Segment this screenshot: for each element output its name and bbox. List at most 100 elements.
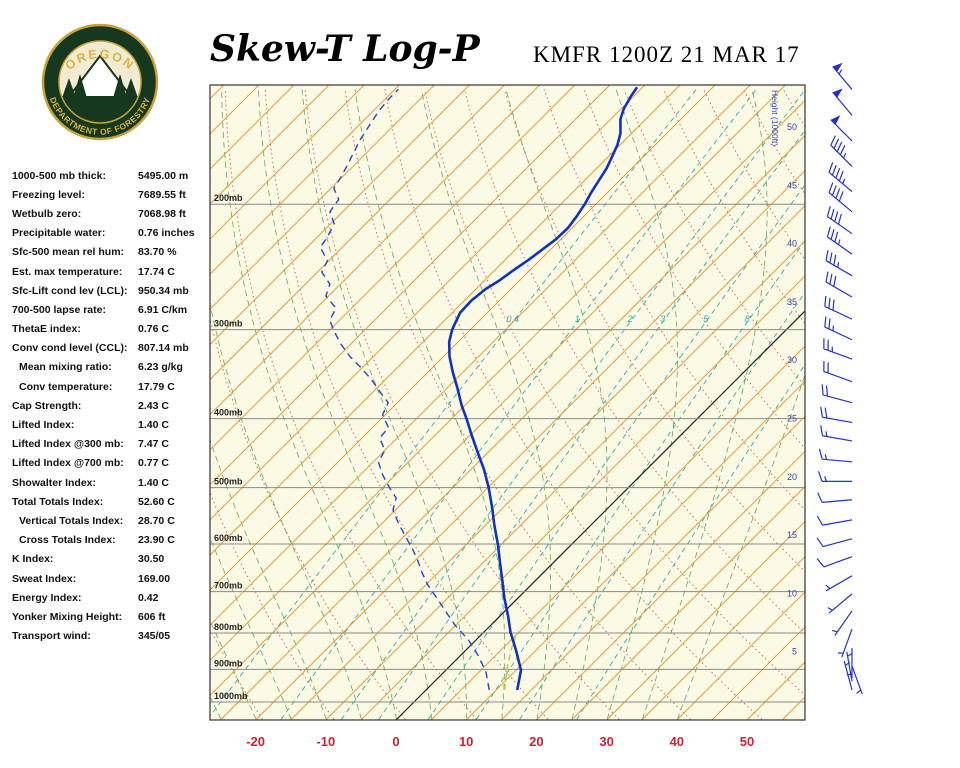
mixing-ratio-labels: 0.4 1 2 3 5 8	[506, 314, 749, 324]
indices-panel: 1000-500 mb thick: 5495.00 m Freezing leve…	[12, 166, 212, 646]
svg-text:1: 1	[575, 314, 580, 324]
svg-text:50: 50	[787, 122, 797, 132]
temperature-trace	[447, 86, 639, 691]
svg-text:8: 8	[745, 314, 750, 324]
index-label: Total Totals Index:	[12, 495, 104, 508]
index-value: 606 ft	[138, 610, 166, 623]
odf-logo: OREGON DEPARTMENT OF FORESTRY	[41, 23, 159, 141]
index-label: Vertical Totals Index:	[19, 514, 124, 527]
svg-text:5: 5	[792, 647, 797, 657]
index-row: Lifted Index @700 mb: 0.77 C	[12, 454, 212, 473]
index-value: 345/05	[138, 630, 171, 643]
index-label: Sfc-Lift cond lev (LCL):	[12, 284, 128, 297]
index-row: Cross Totals Index: 23.90 C	[12, 531, 212, 550]
tree-icon	[124, 78, 138, 98]
svg-text:30: 30	[599, 734, 613, 749]
station-datetime: KMFR 1200Z 21 MAR 17	[533, 42, 800, 67]
index-label: Conv temperature:	[19, 380, 113, 393]
svg-text:800mb: 800mb	[214, 622, 243, 632]
index-value: 28.70 C	[138, 514, 175, 527]
index-value: 7.47 C	[138, 438, 169, 451]
svg-text:10: 10	[787, 588, 797, 598]
index-row: Precipitable water: 0.76 inches	[12, 224, 212, 243]
index-value: 0.76 C	[138, 323, 169, 336]
svg-text:40: 40	[787, 239, 797, 249]
index-value: 169.00	[138, 572, 171, 585]
index-label: Freezing level:	[12, 188, 85, 201]
svg-text:40: 40	[670, 734, 684, 749]
index-label: Sfc-500 mean rel hum:	[12, 246, 125, 259]
temp-axis-labels: -20 -10 0 10 20 30 40 50	[246, 734, 754, 749]
svg-text:0: 0	[392, 734, 399, 749]
tree-icon	[62, 78, 76, 98]
index-row: Lifted Index: 1.40 C	[12, 415, 212, 434]
index-value: 7689.55 ft	[138, 188, 186, 201]
svg-text:0.4: 0.4	[506, 314, 519, 324]
svg-text:50: 50	[740, 734, 754, 749]
index-value: 807.14 mb	[138, 342, 189, 355]
index-value: 0.42	[138, 591, 159, 604]
index-row: Lifted Index @300 mb: 7.47 C	[12, 435, 212, 454]
index-label: Sweat Index:	[12, 572, 77, 585]
index-value: 30.50	[138, 553, 165, 566]
index-label: Cross Totals Index:	[19, 534, 116, 547]
wind-barbs	[816, 62, 863, 695]
svg-text:25: 25	[787, 414, 797, 424]
height-axis-title: Height (1000ft)	[770, 90, 780, 146]
index-value: 950.34 mb	[138, 284, 189, 297]
index-row: Est. max temperature: 17.74 C	[12, 262, 212, 281]
index-label: ThetaE index:	[12, 323, 81, 336]
index-label: Lifted Index @300 mb:	[12, 438, 124, 451]
svg-text:15: 15	[787, 530, 797, 540]
index-value: 17.79 C	[138, 380, 175, 393]
svg-text:-10: -10	[316, 734, 335, 749]
svg-text:30: 30	[787, 355, 797, 365]
parcel-trace	[503, 635, 517, 691]
index-row: 1000-500 mb thick: 5495.00 m	[12, 166, 212, 185]
svg-text:5: 5	[703, 314, 709, 324]
tree-icon	[73, 74, 87, 98]
index-row: Conv temperature: 17.79 C	[12, 377, 212, 396]
svg-text:400mb: 400mb	[214, 408, 243, 418]
index-row: Wetbulb zero: 7068.98 ft	[12, 204, 212, 223]
index-row: 700-500 lapse rate: 6.91 C/km	[12, 300, 212, 319]
plot-area: 0.4 1 2 3 5 8	[210, 85, 805, 720]
index-row: Freezing level: 7689.55 ft	[12, 185, 212, 204]
index-row: Sfc-Lift cond lev (LCL): 950.34 mb	[12, 281, 212, 300]
index-row: Total Totals Index: 52.60 C	[12, 492, 212, 511]
index-value: 23.90 C	[138, 534, 175, 547]
svg-text:1000mb: 1000mb	[214, 691, 248, 701]
index-row: Vertical Totals Index: 28.70 C	[12, 511, 212, 530]
svg-text:20: 20	[529, 734, 543, 749]
index-row: Conv cond level (CCL): 807.14 mb	[12, 339, 212, 358]
index-row: Yonker Mixing Height: 606 ft	[12, 607, 212, 626]
svg-text:3: 3	[660, 314, 665, 324]
tree-icon	[113, 74, 127, 98]
index-value: 0.76 inches	[138, 227, 195, 240]
plot-border	[209, 84, 806, 721]
svg-text:35: 35	[787, 297, 797, 307]
index-value: 6.91 C/km	[138, 303, 188, 316]
index-row: Mean mixing ratio: 6.23 g/kg	[12, 358, 212, 377]
zero-isotherm	[395, 310, 805, 720]
plot-background	[210, 85, 805, 720]
index-row: Showalter Index: 1.40 C	[12, 473, 212, 492]
svg-text:10: 10	[459, 734, 473, 749]
index-value: 2.43 C	[138, 399, 169, 412]
page-title: Skew-T Log-P	[210, 28, 480, 70]
logo-outer-border	[41, 23, 159, 141]
svg-text:300mb: 300mb	[214, 319, 243, 329]
svg-text:900mb: 900mb	[214, 658, 243, 668]
dewpoint-trace	[319, 88, 490, 691]
index-label: 700-500 lapse rate:	[12, 303, 106, 316]
index-label: Lifted Index:	[12, 419, 75, 432]
index-value: 17.74 C	[138, 265, 175, 278]
index-value: 83.70 %	[138, 246, 177, 259]
index-value: 52.60 C	[138, 495, 175, 508]
svg-text:-20: -20	[246, 734, 265, 749]
index-value: 1.40 C	[138, 476, 169, 489]
index-row: Sfc-500 mean rel hum: 83.70 %	[12, 243, 212, 262]
index-label: Showalter Index:	[12, 476, 97, 489]
index-row: Transport wind: 345/05	[12, 627, 212, 646]
